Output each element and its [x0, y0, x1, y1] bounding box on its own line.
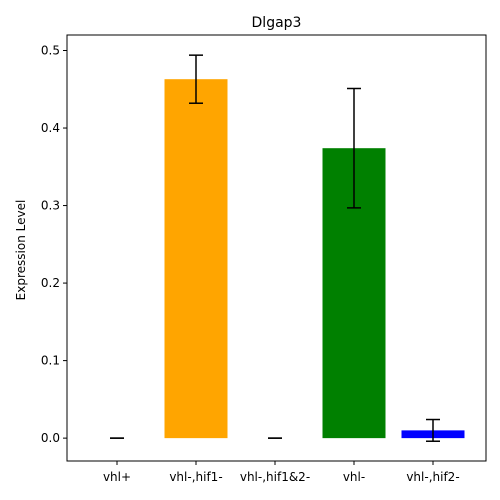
- bars-group: [85, 79, 465, 439]
- y-tick-label-3: 0.3: [41, 199, 60, 213]
- y-tick-label-0: 0.0: [41, 431, 60, 445]
- y-tick-label-2: 0.2: [41, 276, 60, 290]
- y-tick-label-1: 0.1: [41, 354, 60, 368]
- error-bar-1: [189, 54, 203, 104]
- x-tick-label-1: vhl-,hif1-: [169, 470, 222, 484]
- error-bar-4: [426, 418, 440, 442]
- y-axis: 0.0 0.1 0.2 0.3 0.4 0.5: [41, 44, 67, 445]
- x-tick-label-4: vhl-,hif2-: [406, 470, 459, 484]
- x-tick-label-0: vhl+: [103, 470, 131, 484]
- chart-title: Dlgap3: [252, 15, 302, 31]
- x-tick-label-3: vhl-: [343, 470, 365, 484]
- plot-frame: [66, 34, 487, 462]
- error-bars-group: [110, 54, 440, 442]
- y-tick-label-5: 0.5: [41, 44, 60, 58]
- y-tick-label-4: 0.4: [41, 121, 60, 135]
- x-tick-label-2: vhl-,hif1&2-: [240, 470, 310, 484]
- x-axis: vhl+ vhl-,hif1- vhl-,hif1&2- vhl-vhl-,hif2-: [103, 461, 460, 484]
- bar-1: [164, 79, 228, 439]
- y-axis-label: Expression Level: [14, 200, 28, 301]
- error-bar-3: [347, 87, 361, 209]
